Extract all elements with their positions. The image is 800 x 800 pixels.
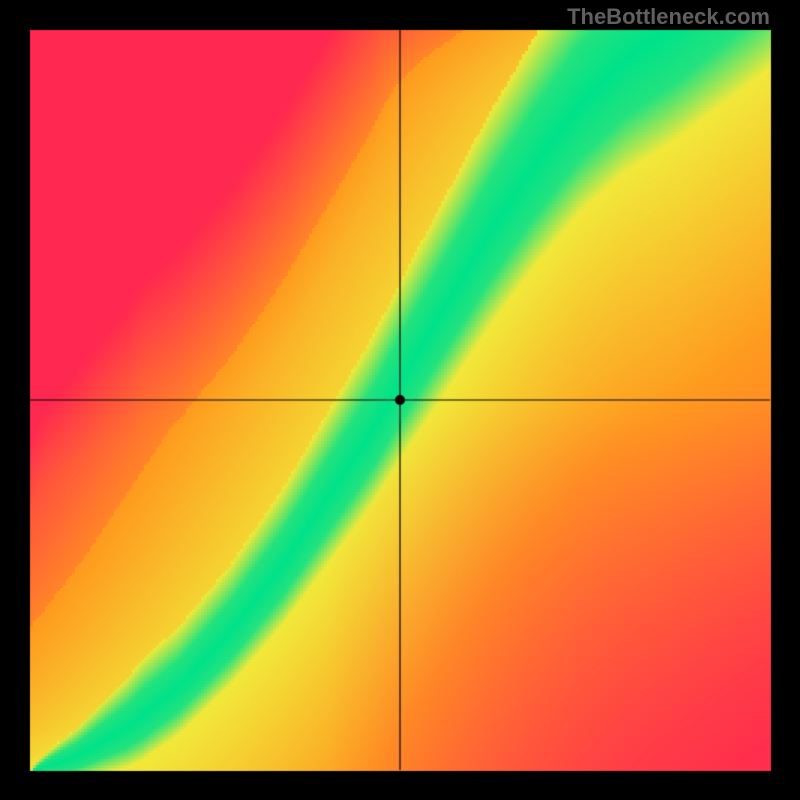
bottleneck-heatmap bbox=[0, 0, 800, 800]
chart-container: TheBottleneck.com bbox=[0, 0, 800, 800]
watermark-label: TheBottleneck.com bbox=[567, 4, 770, 30]
